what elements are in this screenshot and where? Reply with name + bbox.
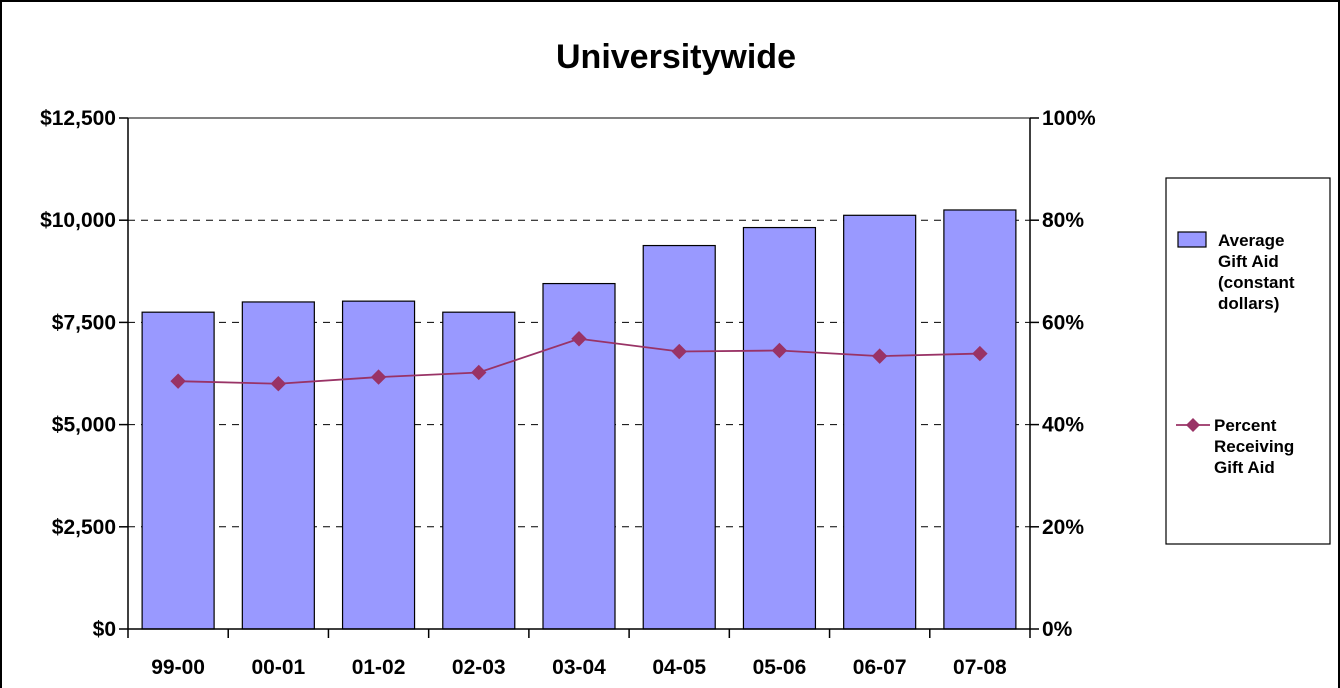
x-axis-tick-label: 02-03 — [452, 656, 506, 679]
left-axis-tick-label: $12,500 — [40, 107, 116, 130]
legend-label-average-gift-aid: (constant — [1218, 273, 1295, 292]
line-point — [170, 373, 186, 389]
chart-title: Universitywide — [556, 38, 796, 76]
bar — [843, 214, 917, 630]
bar — [341, 300, 416, 630]
bar — [742, 226, 817, 630]
line-point — [771, 342, 788, 359]
x-axis-tick-label: 00-01 — [251, 656, 305, 679]
x-axis-tick-label: 01-02 — [352, 656, 406, 679]
left-axis-tick-label: $7,500 — [52, 311, 116, 334]
line-point — [270, 376, 287, 392]
line-point — [671, 343, 687, 360]
plot-area: $0 $2,500 $5,000 $7,500 $10,000 $12,500 0% 20% 4… — [40, 107, 1096, 679]
line-point — [972, 345, 988, 362]
legend-label-average-gift-aid: dollars) — [1218, 294, 1279, 313]
x-axis-tick-label: 03-04 — [552, 656, 606, 679]
right-axis-tick-label: 100% — [1042, 107, 1096, 130]
right-axis-tick-label: 40% — [1042, 414, 1084, 437]
x-axis-tick-label: 99-00 — [151, 656, 205, 679]
bar — [241, 301, 315, 630]
right-axis-tick-label: 80% — [1042, 209, 1084, 232]
legend: Average Gift Aid (constant dollars) Percent R… — [1165, 177, 1331, 545]
right-axis-tick-label: 0% — [1042, 618, 1073, 641]
legend-label-average-gift-aid: Average — [1218, 231, 1284, 250]
legend-label-average-gift-aid: Gift Aid — [1218, 252, 1279, 271]
bar — [141, 311, 215, 630]
left-axis-tick-label: $10,000 — [40, 209, 116, 232]
x-axis-tick-label: 07-08 — [953, 656, 1007, 679]
legend-label-percent-receiving: Receiving — [1214, 437, 1294, 456]
line-point — [871, 348, 888, 364]
right-axis-tick-label: 20% — [1042, 516, 1084, 539]
legend-swatch-marker — [1186, 418, 1200, 432]
bar — [442, 311, 516, 630]
line-point — [370, 369, 387, 385]
right-axis-tick-label: 60% — [1042, 311, 1084, 334]
legend-label-percent-receiving: Gift Aid — [1214, 458, 1275, 477]
legend-swatch-bar — [1177, 231, 1207, 248]
line-point — [571, 331, 587, 347]
left-axis-tick-label: $5,000 — [52, 414, 116, 437]
x-axis-tick-label: 06-07 — [853, 656, 907, 679]
bar — [642, 244, 716, 630]
left-axis-tick-label: $2,500 — [52, 516, 116, 539]
x-axis-tick-label: 04-05 — [652, 656, 706, 679]
x-axis-tick-label: 05-06 — [753, 656, 807, 679]
legend-label-percent-receiving: Percent — [1214, 416, 1277, 435]
line-point — [471, 364, 487, 381]
bar — [943, 209, 1017, 630]
left-axis-tick-label: $0 — [93, 618, 116, 641]
